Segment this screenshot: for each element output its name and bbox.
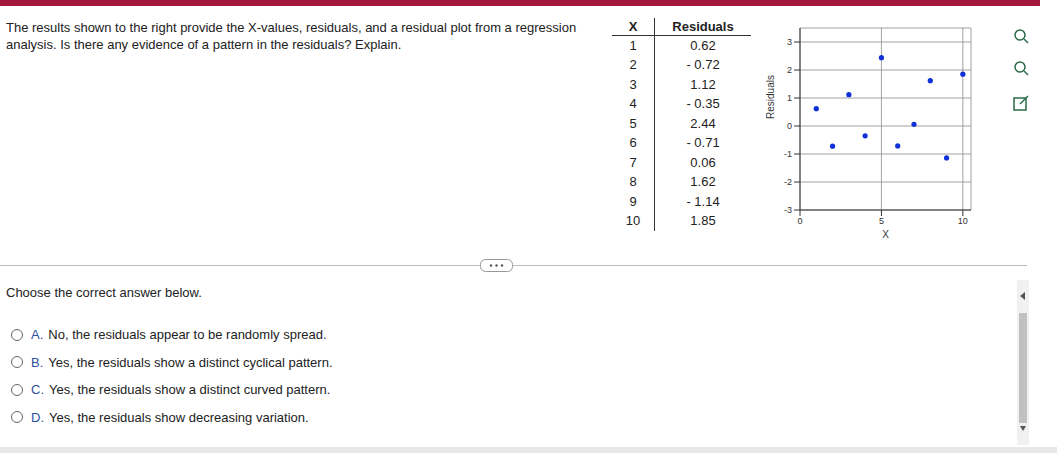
svg-text:-2: -2 <box>784 177 792 187</box>
html-text:8: 8 <box>629 174 637 190</box>
svg-text:-3: -3 <box>784 205 792 215</box>
html-text:D. Yes, the residuals show dec: D. Yes, the residuals show decreasing va… <box>31 409 309 425</box>
html-text:A. No, the residuals appear to: A. No, the residuals appear to be random… <box>31 327 327 342</box>
html-text:1.62: 1.62 <box>690 174 716 190</box>
html-text:9: 9 <box>629 193 637 209</box>
svg-text:Residuals: Residuals <box>766 75 776 119</box>
html-text:2: 2 <box>629 57 637 73</box>
html-text:- 0.72: - 0.72 <box>686 57 720 73</box>
html-text:3: 3 <box>629 76 637 92</box>
html-text:- 1.14: - 1.14 <box>686 193 720 209</box>
html-text:Residuals: Residuals <box>672 19 734 34</box>
svg-text:2: 2 <box>787 65 792 75</box>
html-text:C. Yes, the residuals show a d: C. Yes, the residuals show a distinct cu… <box>31 382 331 397</box>
svg-text:3: 3 <box>787 37 792 47</box>
html-text:2.44: 2.44 <box>690 115 716 131</box>
html-text:6: 6 <box>629 135 637 151</box>
html-text:10: 10 <box>625 213 641 229</box>
html-text:- 0.35: - 0.35 <box>686 96 720 112</box>
svg-text:0: 0 <box>797 216 802 226</box>
html-text:X: X <box>628 19 638 34</box>
html-text:1: 1 <box>629 38 637 53</box>
html-text:B. Yes, the residuals show a d: B. Yes, the residuals show a distinct cy… <box>31 354 333 370</box>
svg-text:5: 5 <box>879 216 884 226</box>
svg-text:1: 1 <box>787 93 792 103</box>
html-text:4: 4 <box>629 96 637 112</box>
svg-text:10: 10 <box>958 216 968 226</box>
html-text:7: 7 <box>629 154 637 170</box>
html-text:1.85: 1.85 <box>690 213 716 229</box>
html-text:The results shown to the right: The results shown to the right provide t… <box>6 20 577 52</box>
html-text:1.12: 1.12 <box>690 76 716 92</box>
html-text:5: 5 <box>629 115 637 131</box>
html-text:Choose the correct answer belo: Choose the correct answer below. <box>6 285 202 300</box>
html-text:0.06: 0.06 <box>690 154 716 170</box>
svg-text:0: 0 <box>787 121 792 131</box>
svg-text:X: X <box>882 229 889 240</box>
html-text:0.62: 0.62 <box>690 38 716 53</box>
svg-text:-1: -1 <box>784 149 792 159</box>
html-text:- 0.71: - 0.71 <box>686 135 720 151</box>
